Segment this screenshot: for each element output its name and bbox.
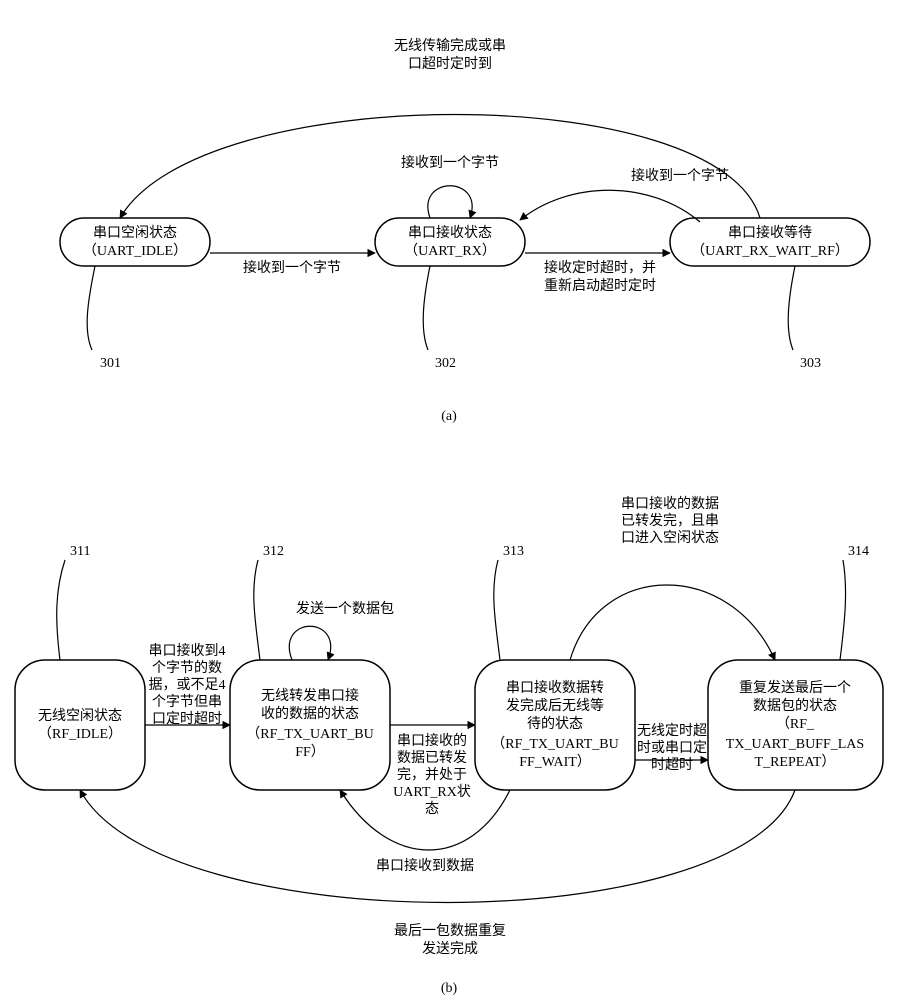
svg-text:数据包的状态: 数据包的状态 (753, 698, 837, 714)
edge-a-rx-to-wait-l2: 重新启动超时定时 (544, 278, 656, 294)
svg-text:个字节的数: 个字节的数 (152, 660, 222, 676)
node-rf-idle: 无线空闲状态 （RF_IDLE） (15, 660, 145, 790)
svg-text:（RF_IDLE）: （RF_IDLE） (38, 726, 122, 742)
edge-a-rx-selfloop (428, 186, 472, 218)
svg-text:TX_UART_BUFF_LAS: TX_UART_BUFF_LAS (726, 737, 864, 752)
leader-301 (87, 266, 95, 350)
leader-314 (840, 560, 846, 660)
diagram-b: 无线空闲状态 （RF_IDLE） 无线转发串口接 收的数据的状态 （RF_TX_… (15, 495, 883, 996)
node-uart-rx-line1: 串口接收状态 (408, 224, 492, 241)
node-uart-rx-wait-line1: 串口接收等待 (728, 224, 812, 241)
svg-text:313: 313 (503, 544, 524, 559)
node-uart-rx-line2: （UART_RX） (404, 243, 496, 259)
svg-text:数据已转发: 数据已转发 (397, 750, 467, 766)
leader-313 (494, 560, 500, 660)
svg-text:已转发完，且串: 已转发完，且串 (621, 513, 719, 529)
svg-text:串口接收到4: 串口接收到4 (149, 642, 226, 659)
edge-a-wait-to-idle-l1: 无线传输完成或串 (394, 38, 506, 54)
svg-text:发送完成: 发送完成 (422, 941, 478, 957)
node-uart-idle-line1: 串口空闲状态 (93, 225, 177, 241)
svg-text:待的状态: 待的状态 (527, 716, 583, 732)
svg-text:（RF_TX_UART_BU: （RF_TX_UART_BU (491, 736, 619, 752)
svg-text:FF_WAIT）: FF_WAIT） (519, 754, 591, 770)
edge-a-rx-to-wait-l1: 接收定时超时，并 (544, 259, 656, 276)
svg-text:T_REPEAT）: T_REPEAT） (755, 754, 836, 770)
svg-text:发完成后无线等: 发完成后无线等 (506, 697, 604, 714)
node-rf-tx-uart-buff: 无线转发串口接 收的数据的状态 （RF_TX_UART_BU FF） (230, 660, 390, 790)
svg-text:完，并处于: 完，并处于 (397, 767, 467, 783)
leader-302 (423, 266, 430, 350)
node-uart-rx: 串口接收状态 （UART_RX） (375, 218, 525, 266)
svg-text:（RF_TX_UART_BU: （RF_TX_UART_BU (246, 726, 374, 742)
svg-text:无线定时超: 无线定时超 (637, 723, 707, 739)
svg-text:串口接收的: 串口接收的 (397, 732, 467, 749)
leader-311 (57, 560, 65, 660)
svg-text:串口接收到数据: 串口接收到数据 (376, 857, 474, 874)
leader-312 (254, 560, 260, 660)
svg-text:串口接收的数据: 串口接收的数据 (621, 495, 719, 512)
leader-301-label: 301 (100, 356, 121, 371)
svg-text:312: 312 (263, 544, 284, 559)
svg-text:发送一个数据包: 发送一个数据包 (296, 601, 394, 617)
edge-b-wait-to-repeat-arc (570, 585, 775, 660)
svg-text:串口接收数据转: 串口接收数据转 (506, 679, 604, 696)
node-uart-idle: 串口空闲状态 （UART_IDLE） (60, 218, 210, 266)
node-uart-rx-wait-line2: （UART_RX_WAIT_RF） (691, 243, 849, 259)
diagram-b-label: (b) (441, 981, 458, 996)
node-uart-idle-line2: （UART_IDLE） (83, 243, 187, 259)
node-uart-rx-wait-rf: 串口接收等待 （UART_RX_WAIT_RF） (670, 218, 870, 266)
svg-text:收的数据的状态: 收的数据的状态 (261, 706, 359, 722)
leader-303 (788, 266, 795, 350)
diagram-a-label: (a) (441, 409, 457, 424)
edge-b-tx-selfloop (289, 626, 330, 660)
svg-text:311: 311 (70, 544, 90, 559)
leader-303-label: 303 (800, 356, 821, 371)
node-rf-tx-uart-buff-last-repeat: 重复发送最后一个 数据包的状态 （RF_ TX_UART_BUFF_LAS T_… (708, 660, 883, 790)
svg-text:最后一包数据重复: 最后一包数据重复 (394, 922, 506, 939)
svg-text:（RF_: （RF_ (776, 716, 815, 732)
svg-text:个字节但串: 个字节但串 (152, 694, 222, 710)
svg-text:无线转发串口接: 无线转发串口接 (261, 687, 359, 704)
edge-a-wait-to-rx (520, 190, 700, 222)
edge-a-idle-to-rx-label: 接收到一个字节 (243, 259, 341, 276)
svg-text:FF）: FF） (295, 744, 325, 760)
svg-text:口定时超时: 口定时超时 (152, 711, 222, 727)
diagram-a: 串口空闲状态 （UART_IDLE） 串口接收状态 （UART_RX） 串口接收… (60, 38, 870, 424)
svg-text:314: 314 (848, 544, 869, 559)
svg-text:时超时: 时超时 (651, 757, 693, 773)
svg-text:重复发送最后一个: 重复发送最后一个 (739, 679, 851, 696)
edge-a-rx-selfloop-label: 接收到一个字节 (401, 154, 499, 171)
edge-a-wait-to-idle-l2: 口超时定时到 (408, 56, 492, 72)
svg-text:据，或不足4: 据，或不足4 (149, 677, 226, 693)
svg-text:态: 态 (425, 801, 439, 817)
leader-302-label: 302 (435, 356, 456, 371)
svg-text:UART_RX状: UART_RX状 (393, 784, 471, 800)
svg-text:时或串口定: 时或串口定 (637, 740, 707, 756)
edge-a-wait-to-rx-label: 接收到一个字节 (631, 167, 729, 184)
svg-text:口进入空闲状态: 口进入空闲状态 (621, 530, 719, 546)
svg-text:无线空闲状态: 无线空闲状态 (38, 708, 122, 724)
node-rf-tx-uart-buff-wait: 串口接收数据转 发完成后无线等 待的状态 （RF_TX_UART_BU FF_W… (475, 660, 635, 790)
